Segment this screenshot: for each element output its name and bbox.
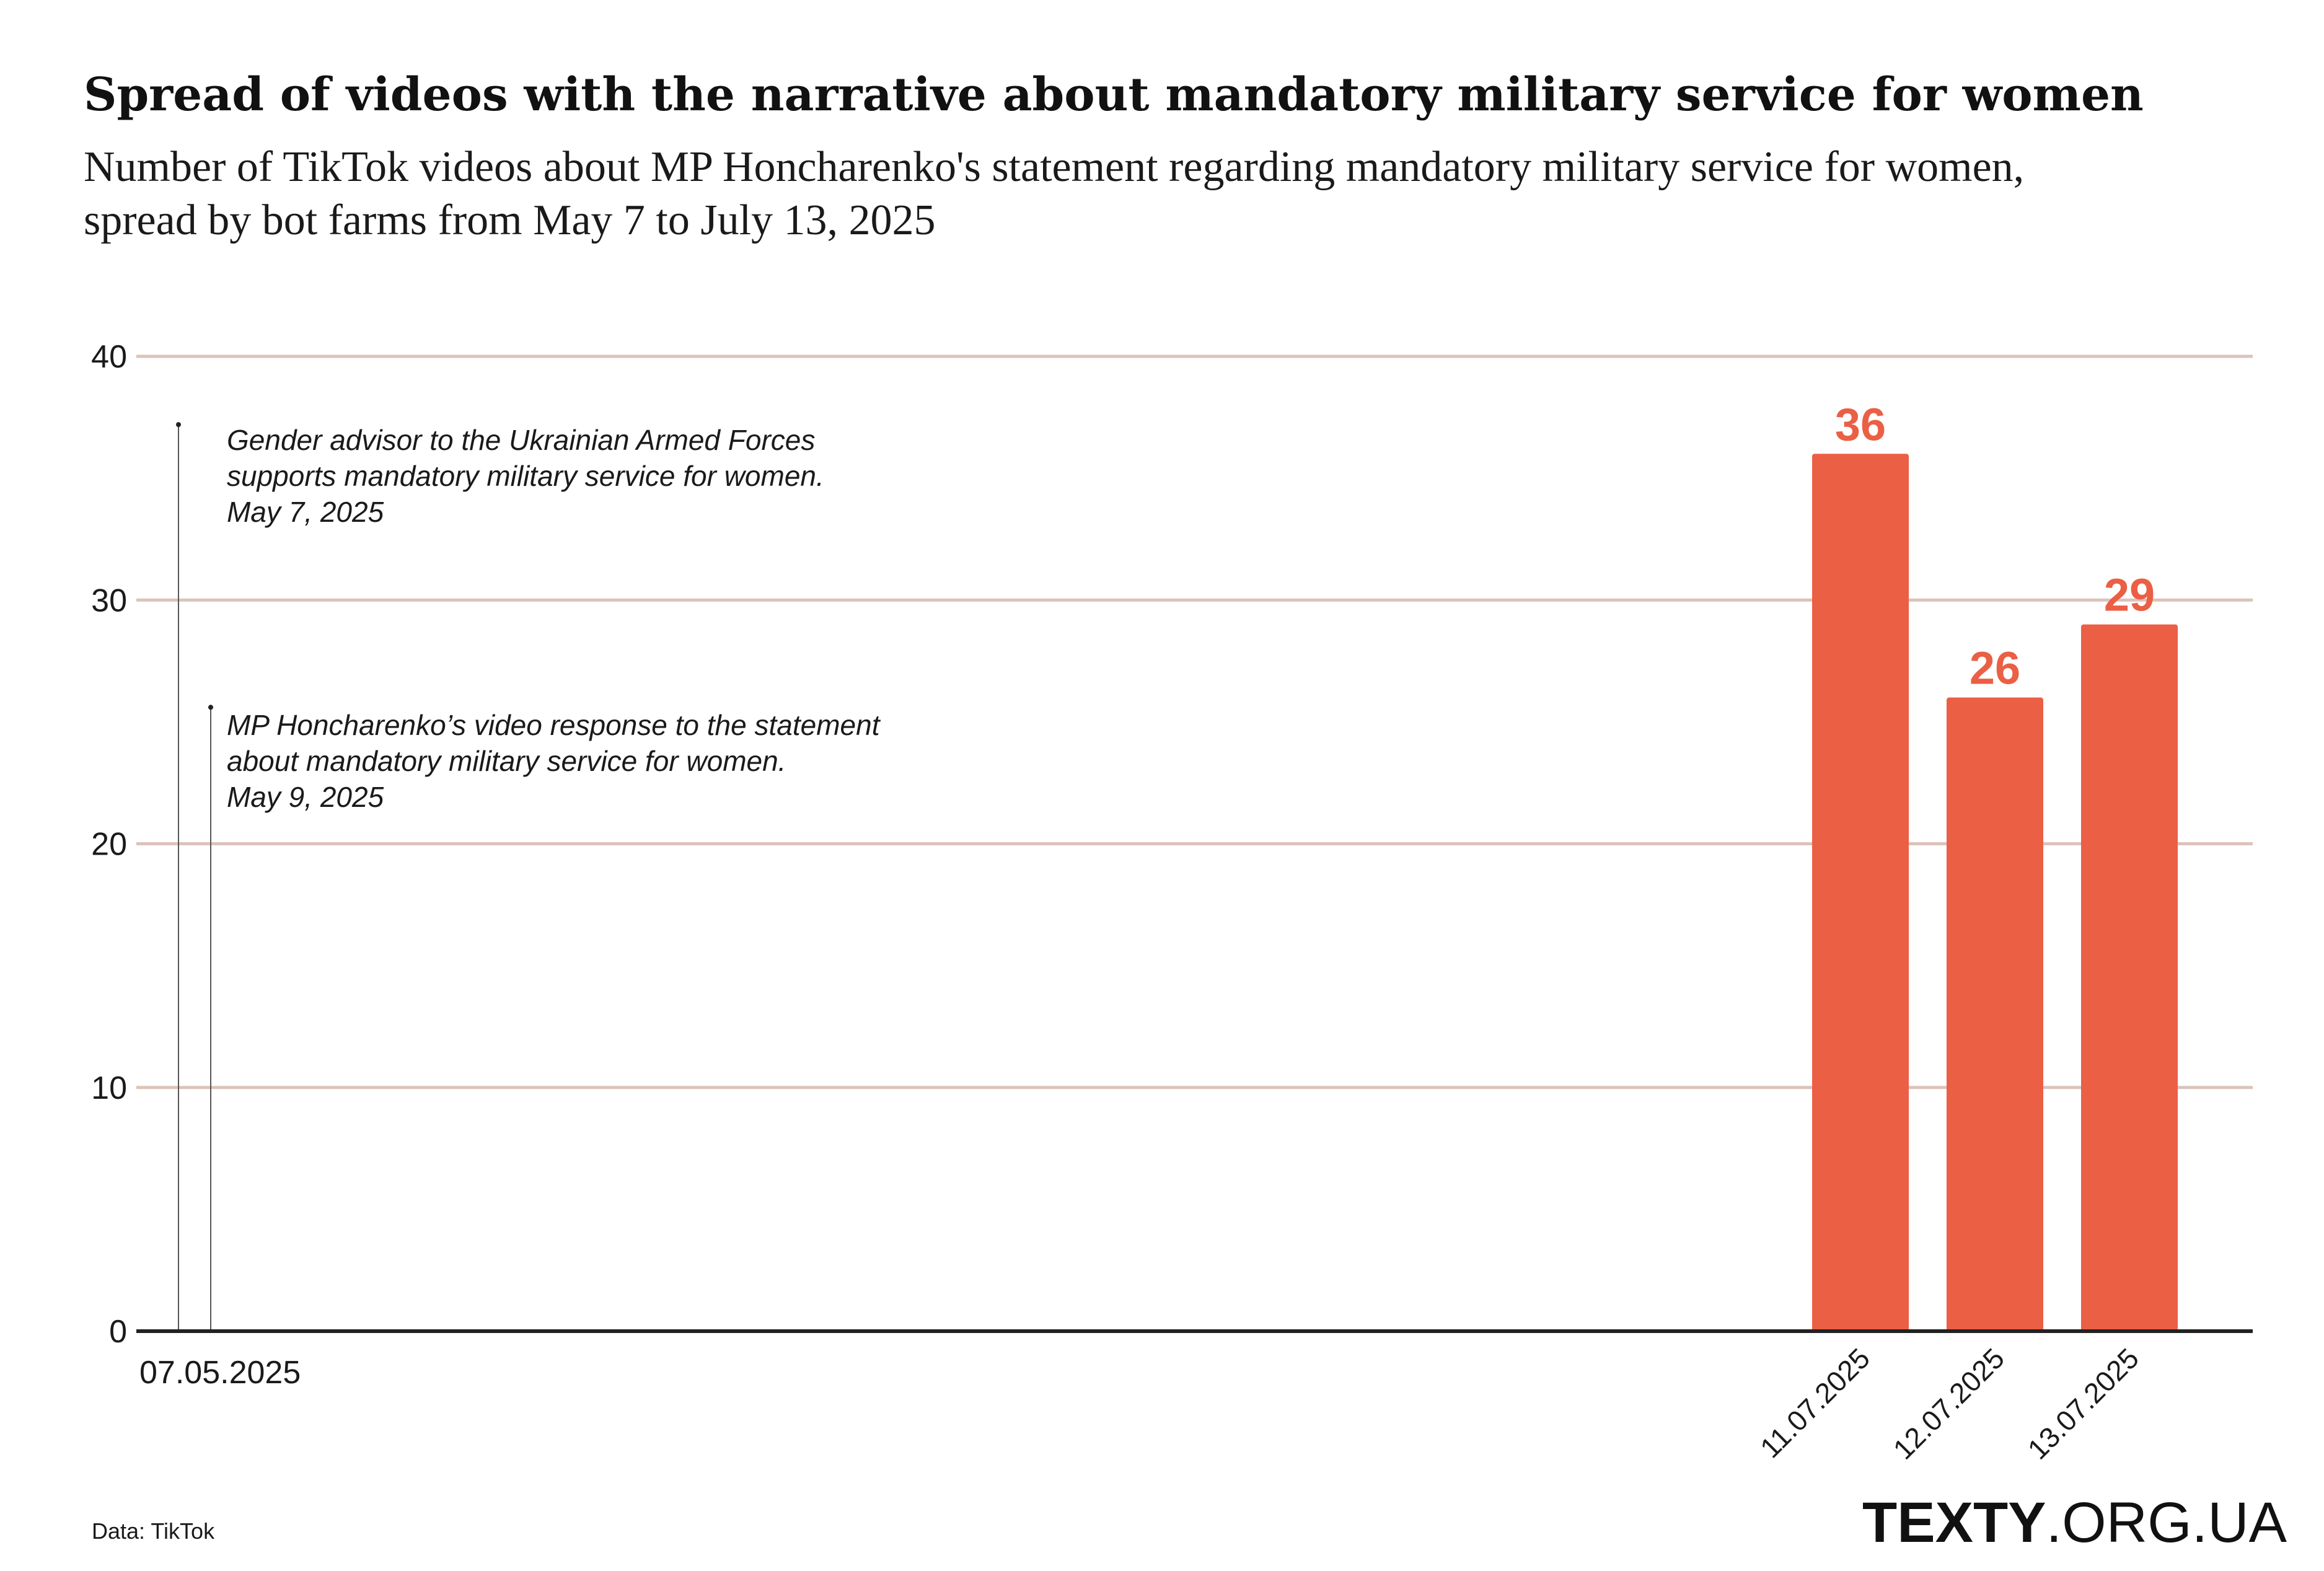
x-axis-ticks: 07.05.2025 11.07.2025 12.07.2025 13.07.2025	[139, 1342, 2145, 1466]
bar-value-label: 36	[1835, 398, 1886, 450]
chart-title: Spread of videos with the narrative abou…	[84, 68, 2144, 121]
annotation-text-line: May 7, 2025	[227, 496, 384, 528]
x-tick-label-start: 07.05.2025	[139, 1355, 301, 1391]
x-tick-label: 11.07.2025	[1754, 1342, 1876, 1464]
bar	[2081, 624, 2178, 1332]
annotations: Gender advisor to the Ukrainian Armed Fo…	[176, 422, 881, 1331]
bar-value-label: 26	[1970, 643, 2020, 694]
annotation-text-line: May 9, 2025	[227, 781, 384, 813]
y-tick-label: 10	[91, 1070, 127, 1106]
y-tick-label: 0	[109, 1314, 127, 1350]
bars: 36 26 29	[1812, 398, 2178, 1332]
brand-logo-light: .ORG.UA	[2046, 1491, 2287, 1554]
brand-logo: TEXTY.ORG.UA	[1862, 1491, 2287, 1554]
y-axis-ticks: 0 10 20 30 40	[91, 339, 127, 1350]
bar-value-label: 29	[2104, 570, 2155, 621]
x-tick-label: 12.07.2025	[1887, 1342, 2011, 1466]
annotation-text-line: supports mandatory military service for …	[227, 460, 824, 492]
y-tick-label: 30	[91, 583, 127, 618]
annotation-text-line: MP Honcharenko’s video response to the s…	[227, 709, 881, 741]
annotation-marker	[176, 422, 181, 428]
annotation-marker	[208, 705, 213, 710]
bar	[1947, 697, 2043, 1331]
source-note: Data: TikTok	[92, 1518, 215, 1544]
chart-subtitle-line-1: Number of TikTok videos about MP Honchar…	[84, 143, 2024, 191]
x-tick-label: 13.07.2025	[2022, 1342, 2146, 1466]
bar	[1812, 454, 1909, 1331]
annotation-text-line: Gender advisor to the Ukrainian Armed Fo…	[227, 424, 815, 456]
y-tick-label: 20	[91, 827, 127, 863]
brand-logo-bold: TEXTY	[1862, 1491, 2046, 1554]
annotation-text-line: about mandatory military service for wom…	[227, 745, 786, 777]
y-tick-label: 40	[91, 339, 127, 375]
chart-subtitle-line-2: spread by bot farms from May 7 to July 1…	[84, 196, 936, 244]
